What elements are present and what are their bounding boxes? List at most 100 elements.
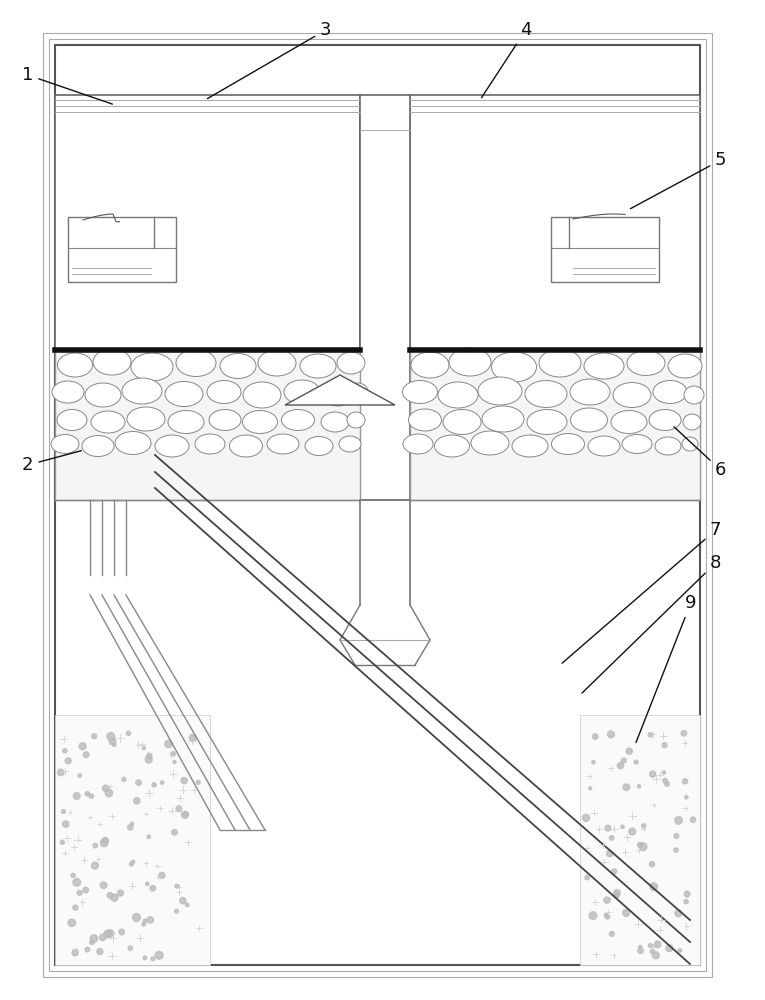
- Circle shape: [181, 778, 187, 784]
- Ellipse shape: [411, 352, 449, 378]
- Text: 5: 5: [630, 151, 727, 209]
- Text: 1: 1: [22, 66, 112, 104]
- Bar: [410, 95, 700, 350]
- Ellipse shape: [131, 353, 173, 381]
- Circle shape: [666, 945, 673, 952]
- Text: 7: 7: [562, 521, 721, 663]
- Circle shape: [623, 909, 630, 916]
- Ellipse shape: [622, 434, 652, 454]
- Ellipse shape: [613, 382, 651, 408]
- Ellipse shape: [230, 435, 262, 457]
- Circle shape: [605, 914, 610, 919]
- Circle shape: [662, 743, 667, 748]
- Polygon shape: [285, 375, 395, 405]
- Ellipse shape: [449, 348, 491, 376]
- Circle shape: [684, 900, 688, 904]
- Circle shape: [83, 887, 89, 893]
- Circle shape: [65, 758, 71, 764]
- Circle shape: [73, 793, 80, 799]
- Text: 9: 9: [636, 594, 696, 742]
- Circle shape: [627, 748, 633, 754]
- Circle shape: [90, 940, 94, 945]
- Circle shape: [650, 883, 658, 890]
- Circle shape: [185, 903, 189, 907]
- Circle shape: [638, 948, 643, 954]
- Circle shape: [675, 817, 682, 824]
- Circle shape: [605, 825, 610, 831]
- Circle shape: [582, 814, 590, 821]
- Ellipse shape: [93, 349, 131, 375]
- Circle shape: [610, 836, 614, 840]
- Circle shape: [607, 731, 614, 738]
- Ellipse shape: [668, 354, 702, 378]
- Circle shape: [650, 949, 655, 954]
- Bar: [55, 95, 360, 350]
- Bar: [68, 217, 176, 282]
- Circle shape: [629, 828, 636, 835]
- Circle shape: [99, 934, 106, 941]
- Circle shape: [130, 822, 134, 825]
- Ellipse shape: [683, 414, 701, 430]
- Bar: [55, 45, 700, 965]
- Ellipse shape: [527, 410, 567, 434]
- Ellipse shape: [209, 410, 241, 430]
- Circle shape: [662, 778, 667, 783]
- Ellipse shape: [570, 379, 610, 405]
- Circle shape: [649, 771, 656, 777]
- Circle shape: [129, 946, 132, 950]
- Ellipse shape: [584, 353, 624, 379]
- Circle shape: [175, 884, 179, 888]
- Ellipse shape: [168, 410, 204, 434]
- Circle shape: [103, 785, 109, 791]
- Bar: [55, 350, 360, 500]
- Circle shape: [73, 878, 80, 886]
- Text: 3: 3: [207, 21, 331, 99]
- Circle shape: [173, 761, 176, 764]
- Circle shape: [592, 760, 595, 764]
- Ellipse shape: [195, 434, 225, 454]
- Circle shape: [184, 812, 188, 817]
- Circle shape: [122, 777, 126, 781]
- Ellipse shape: [305, 436, 333, 456]
- Circle shape: [159, 872, 165, 878]
- Ellipse shape: [165, 381, 203, 406]
- Circle shape: [136, 780, 142, 785]
- Circle shape: [90, 794, 93, 798]
- Circle shape: [134, 798, 140, 804]
- Circle shape: [164, 740, 172, 748]
- Circle shape: [674, 848, 678, 852]
- Circle shape: [77, 890, 82, 895]
- Circle shape: [614, 890, 620, 896]
- Circle shape: [678, 949, 682, 952]
- Circle shape: [589, 912, 597, 919]
- Circle shape: [674, 834, 679, 838]
- Ellipse shape: [85, 383, 121, 407]
- Circle shape: [118, 890, 123, 896]
- Circle shape: [642, 824, 646, 828]
- Circle shape: [654, 941, 661, 948]
- Circle shape: [126, 731, 131, 735]
- Circle shape: [171, 829, 177, 835]
- Bar: [410, 350, 700, 500]
- Ellipse shape: [115, 432, 151, 454]
- Circle shape: [609, 931, 614, 936]
- Ellipse shape: [243, 382, 281, 408]
- Circle shape: [152, 783, 156, 787]
- Ellipse shape: [611, 410, 647, 434]
- Ellipse shape: [478, 377, 522, 405]
- Ellipse shape: [403, 434, 433, 454]
- Circle shape: [176, 806, 182, 812]
- Circle shape: [97, 948, 103, 955]
- Circle shape: [85, 947, 90, 952]
- Circle shape: [614, 892, 619, 898]
- Ellipse shape: [122, 378, 162, 404]
- Ellipse shape: [323, 384, 353, 406]
- Circle shape: [142, 922, 145, 926]
- Circle shape: [653, 952, 659, 959]
- Ellipse shape: [684, 386, 704, 404]
- Circle shape: [639, 945, 642, 949]
- Ellipse shape: [127, 407, 165, 431]
- Circle shape: [132, 914, 141, 921]
- Ellipse shape: [176, 350, 216, 376]
- Circle shape: [662, 771, 666, 774]
